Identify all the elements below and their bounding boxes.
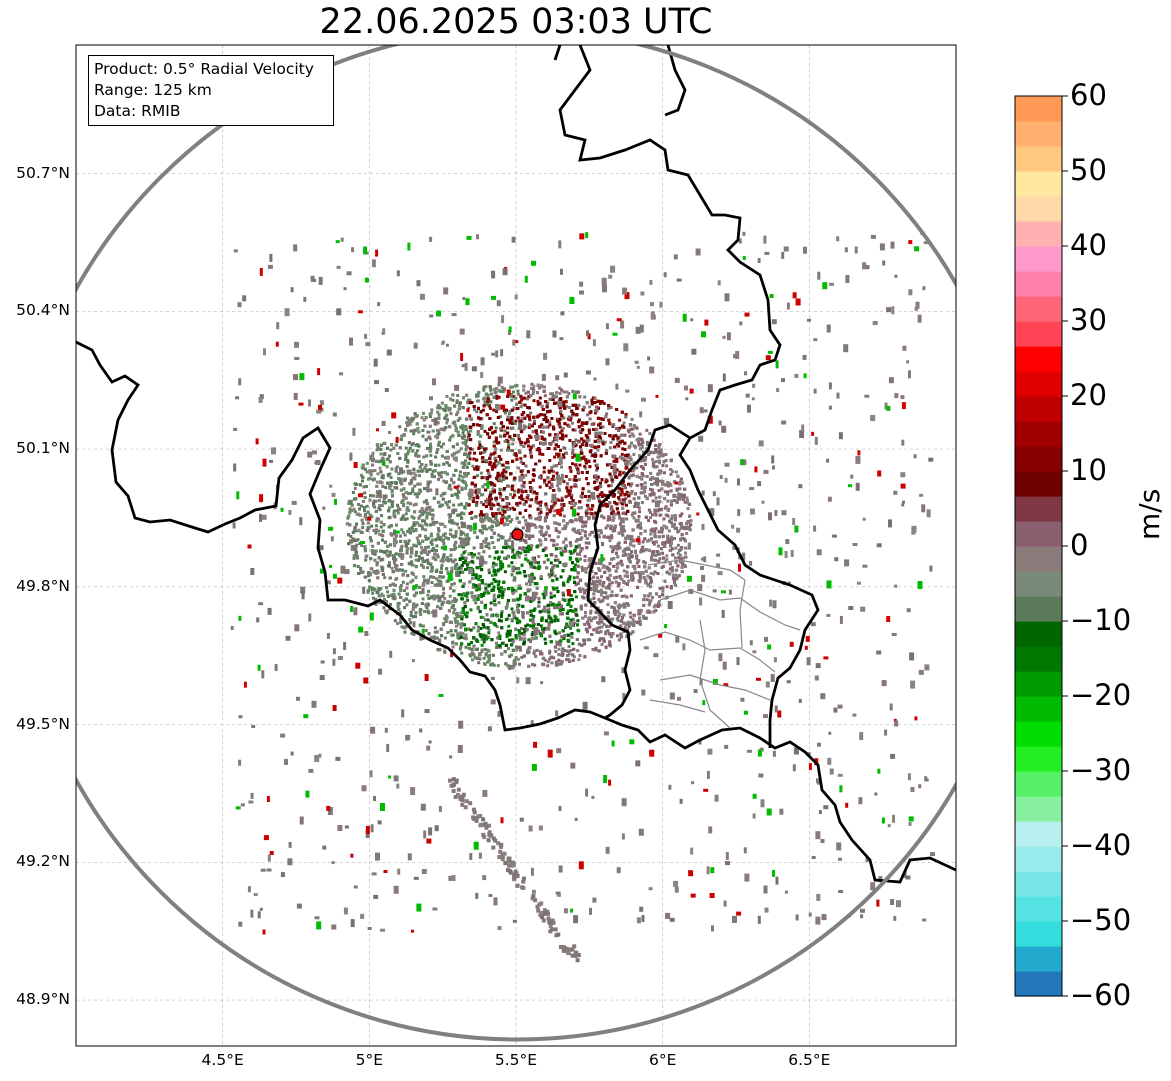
- colorbar-tick-label: 0: [1070, 528, 1089, 562]
- colorbar-cell: [1015, 221, 1062, 247]
- luxembourg-districts: [639, 559, 801, 729]
- colorbar-cell: [1015, 746, 1062, 772]
- colorbar-tick-label: 30: [1070, 303, 1107, 337]
- radar-range-ring: [76, 45, 956, 1042]
- colorbar-tick-label: −20: [1070, 678, 1132, 712]
- lat-label: 50.1°N: [16, 439, 70, 458]
- colorbar-cell: [1015, 121, 1062, 147]
- lat-label: 48.9°N: [16, 990, 70, 1009]
- colorbar-cell: [1015, 371, 1062, 397]
- map-title: 22.06.2025 03:03 UTC: [319, 2, 713, 42]
- colorbar-cell: [1015, 496, 1062, 522]
- colorbar-cell: [1015, 596, 1062, 622]
- lon-label: 5.5°E: [494, 1051, 538, 1069]
- colorbar-cell: [1015, 546, 1062, 572]
- colorbar-cell: [1015, 296, 1062, 322]
- lat-label: 49.8°N: [16, 576, 70, 595]
- colorbar-tick-label: −30: [1070, 753, 1132, 787]
- radar-echoes: [230, 231, 935, 963]
- colorbar-cell: [1015, 471, 1062, 497]
- map-frame: [75, 44, 957, 1047]
- colorbar-cell: [1015, 821, 1062, 847]
- colorbar-tick-label: 60: [1070, 78, 1107, 112]
- radar-site-marker[interactable]: [511, 528, 524, 541]
- colorbar-cell: [1015, 721, 1062, 747]
- colorbar-cell: [1015, 921, 1062, 947]
- colorbar-cell: [1015, 196, 1062, 222]
- colorbar-cell: [1015, 671, 1062, 697]
- colorbar-cell: [1015, 796, 1062, 822]
- map-gridlines: [76, 45, 956, 1046]
- colorbar-cell: [1015, 971, 1062, 997]
- colorbar-tick-label: 20: [1070, 378, 1107, 412]
- country-borders: [76, 45, 956, 884]
- colorbar-tick-label: 40: [1070, 228, 1107, 262]
- lon-label: 6°E: [648, 1051, 677, 1069]
- border-belgium-luxembourg: [553, 45, 691, 720]
- info-product: Product: 0.5° Radial Velocity: [94, 60, 314, 78]
- info-range: Range: 125 km: [94, 81, 212, 99]
- colorbar-tick-label: −60: [1070, 978, 1132, 1012]
- border-top: [664, 45, 687, 117]
- lat-label: 50.7°N: [16, 163, 70, 182]
- colorbar-cell: [1015, 646, 1062, 672]
- colorbar-cell: [1015, 696, 1062, 722]
- colorbar-cell: [1015, 171, 1062, 197]
- colorbar-cell: [1015, 321, 1062, 347]
- colorbar-unit: m/s: [1133, 488, 1166, 540]
- info-box: Product: 0.5° Radial Velocity Range: 125…: [88, 55, 334, 126]
- colorbar-cell: [1015, 771, 1062, 797]
- colorbar-cell: [1015, 146, 1062, 172]
- colorbar-cell: [1015, 271, 1062, 297]
- colorbar-tick-label: 50: [1070, 153, 1107, 187]
- colorbar-tick-label: −50: [1070, 903, 1132, 937]
- colorbar-tick-label: −10: [1070, 603, 1132, 637]
- lat-label: 50.4°N: [16, 301, 70, 320]
- colorbar-cell: [1015, 846, 1062, 872]
- colorbar-cell: [1015, 621, 1062, 647]
- colorbar-cell: [1015, 571, 1062, 597]
- colorbar-cell: [1015, 96, 1062, 122]
- colorbar-cell: [1015, 446, 1062, 472]
- colorbar-cell: [1015, 346, 1062, 372]
- colorbar-cell: [1015, 946, 1062, 972]
- colorbar-cell: [1015, 421, 1062, 447]
- colorbar-cell: [1015, 521, 1062, 547]
- info-source: Data: RMIB: [94, 102, 181, 120]
- colorbar-cell: [1015, 246, 1062, 272]
- colorbar-tick-label: 10: [1070, 453, 1107, 487]
- border-france-belgium: [76, 340, 956, 884]
- colorbar-cell: [1015, 871, 1062, 897]
- border-belgium-germany: [558, 45, 820, 748]
- lon-label: 6.5°E: [788, 1051, 831, 1069]
- lat-label: 49.5°N: [16, 714, 70, 733]
- lon-label: 5°E: [355, 1051, 384, 1069]
- colorbar-tick-label: −40: [1070, 828, 1132, 862]
- colorbar-cell: [1015, 396, 1062, 422]
- colorbar-cell: [1015, 896, 1062, 922]
- lon-label: 4.5°E: [201, 1051, 244, 1069]
- lat-label: 49.2°N: [16, 852, 70, 871]
